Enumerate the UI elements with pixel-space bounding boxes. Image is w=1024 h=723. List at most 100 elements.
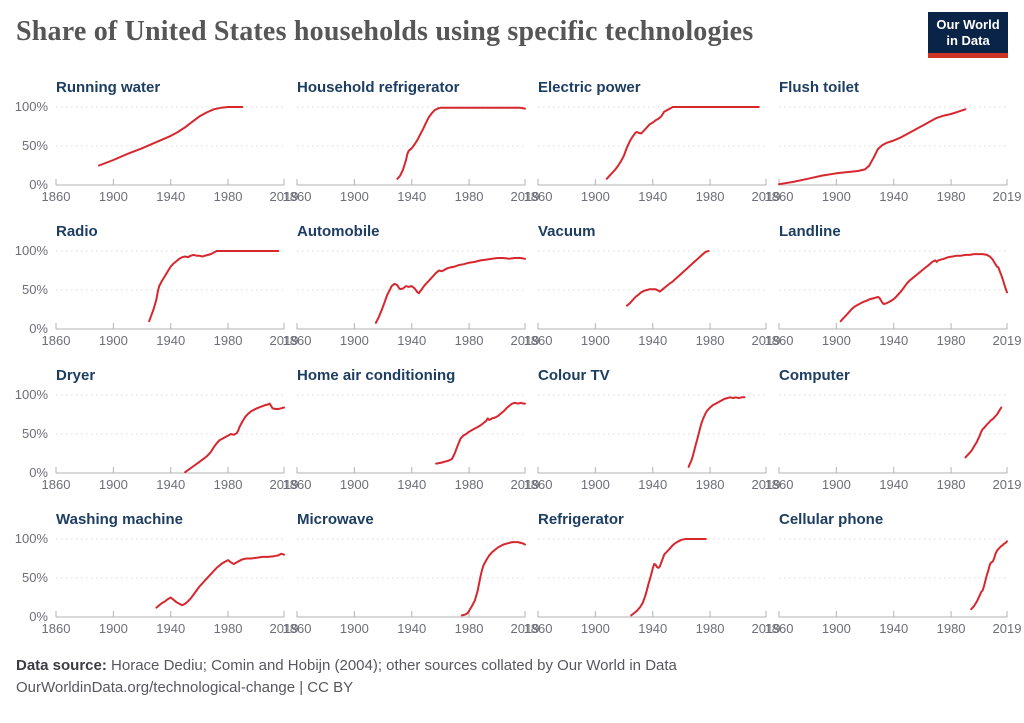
chart-canvas-radio: 1860 1900 1940 1980 2019 100% 50% 0% xyxy=(15,243,299,348)
chart-panel-landline: Landline 1860 1900 1940 1980 2019 xyxy=(765,222,1022,349)
x-axis-label: 1860 xyxy=(283,477,312,492)
chart-panel-colour-tv: Colour TV 1860 1900 1940 1980 2019 xyxy=(524,366,781,493)
x-axis-label: 1860 xyxy=(765,477,794,492)
chart-canvas-dryer: 1860 1900 1940 1980 2019 100% 50% 0% xyxy=(15,387,299,492)
charts-grid: Running water 1860 1900 1940 1980 2019 100% 50%… xyxy=(15,78,1022,637)
trend-line-electric-power xyxy=(605,106,760,180)
x-axis-label: 1980 xyxy=(696,333,725,348)
x-axis-label: 1860 xyxy=(765,621,794,636)
x-axis-label: 1860 xyxy=(42,189,71,204)
x-axis-label: 1860 xyxy=(524,189,553,204)
chart-canvas-flush-toilet: 1860 1900 1940 1980 2019 xyxy=(765,106,1021,204)
x-axis-label: 1860 xyxy=(42,477,71,492)
x-axis-label: 1900 xyxy=(581,477,610,492)
chart-title-computer: Computer xyxy=(779,367,850,384)
x-axis-label: 1940 xyxy=(638,477,667,492)
x-axis-label: 2019 xyxy=(511,333,540,348)
x-axis-label: 2019 xyxy=(993,189,1022,204)
chart-title-radio: Radio xyxy=(56,223,98,240)
x-axis-label: 2019 xyxy=(270,477,299,492)
chart-canvas-computer: 1860 1900 1940 1980 2019 xyxy=(765,394,1021,492)
x-axis-label: 1900 xyxy=(581,189,610,204)
x-axis-label: 1900 xyxy=(99,621,128,636)
x-axis-label: 1940 xyxy=(156,621,185,636)
trend-line-home-air-conditioning xyxy=(435,401,526,465)
x-axis-label: 2019 xyxy=(752,333,781,348)
x-axis-label: 1980 xyxy=(696,477,725,492)
x-axis-label: 1940 xyxy=(879,621,908,636)
y-axis-label: 100% xyxy=(15,531,49,546)
y-axis-label: 50% xyxy=(22,138,48,153)
x-axis-label: 1940 xyxy=(879,333,908,348)
x-axis-label: 1980 xyxy=(696,621,725,636)
x-axis-label: 1900 xyxy=(581,621,610,636)
x-axis-label: 1980 xyxy=(937,621,966,636)
chart-panel-cellular-phone: Cellular phone 1860 1900 1940 1980 2019 xyxy=(765,510,1022,637)
y-axis-label: 100% xyxy=(15,99,49,114)
x-axis-label: 1900 xyxy=(822,621,851,636)
x-axis-label: 1940 xyxy=(156,333,185,348)
x-axis-label: 1940 xyxy=(638,333,667,348)
footer-source-label: Data source: xyxy=(16,657,107,674)
x-axis-label: 1900 xyxy=(822,333,851,348)
owid-logo-line2: in Data xyxy=(946,32,990,48)
x-axis-label: 1860 xyxy=(524,477,553,492)
x-axis-label: 1980 xyxy=(455,621,484,636)
x-axis-label: 2019 xyxy=(993,621,1022,636)
x-axis-label: 1980 xyxy=(696,189,725,204)
x-axis-label: 1860 xyxy=(765,333,794,348)
x-axis-label: 1900 xyxy=(340,333,369,348)
footer-source-line: Data source: Horace Dediu; Comin and Hob… xyxy=(16,655,1008,677)
x-axis-label: 1860 xyxy=(283,333,312,348)
chart-title-microwave: Microwave xyxy=(297,511,374,528)
x-axis-label: 1900 xyxy=(822,189,851,204)
footer: Data source: Horace Dediu; Comin and Hob… xyxy=(16,655,1008,699)
x-axis-label: 1940 xyxy=(397,477,426,492)
chart-title-flush-toilet: Flush toilet xyxy=(779,79,859,96)
y-axis-label: 0% xyxy=(29,321,48,336)
x-axis-label: 2019 xyxy=(270,621,299,636)
chart-title-refrigerator: Refrigerator xyxy=(538,511,624,528)
y-axis-label: 0% xyxy=(29,465,48,480)
x-axis-label: 2019 xyxy=(270,333,299,348)
chart-canvas-cellular-phone: 1860 1900 1940 1980 2019 xyxy=(765,538,1021,636)
chart-canvas-automobile: 1860 1900 1940 1980 2019 xyxy=(283,250,539,348)
chart-canvas-home-air-conditioning: 1860 1900 1940 1980 2019 xyxy=(283,394,539,492)
chart-title-electric-power: Electric power xyxy=(538,79,641,96)
x-axis-label: 1900 xyxy=(340,477,369,492)
x-axis-label: 1940 xyxy=(638,189,667,204)
x-axis-label: 1860 xyxy=(283,189,312,204)
y-axis-label: 100% xyxy=(15,387,49,402)
x-axis-label: 1900 xyxy=(99,189,128,204)
chart-panel-flush-toilet: Flush toilet 1860 1900 1940 1980 2019 xyxy=(765,78,1022,205)
chart-canvas-microwave: 1860 1900 1940 1980 2019 xyxy=(283,538,539,636)
chart-title-automobile: Automobile xyxy=(297,223,380,240)
chart-panel-refrigerator: Refrigerator 1860 1900 1940 1980 2019 xyxy=(524,510,781,637)
chart-panel-dryer: Dryer 1860 1900 1940 1980 2019 100% 50% 0% xyxy=(15,366,299,493)
chart-canvas-household-refrigerator: 1860 1900 1940 1980 2019 xyxy=(283,106,539,204)
x-axis-label: 1860 xyxy=(524,333,553,348)
chart-title-washing-machine: Washing machine xyxy=(56,511,183,528)
x-axis-label: 1900 xyxy=(581,333,610,348)
x-axis-label: 2019 xyxy=(752,477,781,492)
chart-canvas-landline: 1860 1900 1940 1980 2019 xyxy=(765,250,1021,348)
trend-line-household-refrigerator xyxy=(396,106,526,180)
x-axis-label: 1980 xyxy=(937,477,966,492)
trend-line-microwave xyxy=(460,541,526,617)
x-axis-label: 1940 xyxy=(638,621,667,636)
x-axis-label: 2019 xyxy=(511,621,540,636)
y-axis-label: 0% xyxy=(29,177,48,192)
x-axis-label: 1980 xyxy=(214,333,243,348)
x-axis-label: 1900 xyxy=(822,477,851,492)
x-axis-label: 1900 xyxy=(340,189,369,204)
chart-canvas-washing-machine: 1860 1900 1940 1980 2019 100% 50% 0% xyxy=(15,531,299,636)
x-axis-label: 2019 xyxy=(511,189,540,204)
y-axis-label: 0% xyxy=(29,609,48,624)
chart-title-vacuum: Vacuum xyxy=(538,223,596,240)
owid-logo-line1: Our World xyxy=(936,16,1000,32)
chart-title-running-water: Running water xyxy=(56,79,161,96)
x-axis-label: 1980 xyxy=(455,477,484,492)
chart-title-dryer: Dryer xyxy=(56,367,96,384)
x-axis-label: 1980 xyxy=(214,477,243,492)
chart-panel-home-air-conditioning: Home air conditioning 1860 1900 1940 1980 201… xyxy=(283,366,540,493)
